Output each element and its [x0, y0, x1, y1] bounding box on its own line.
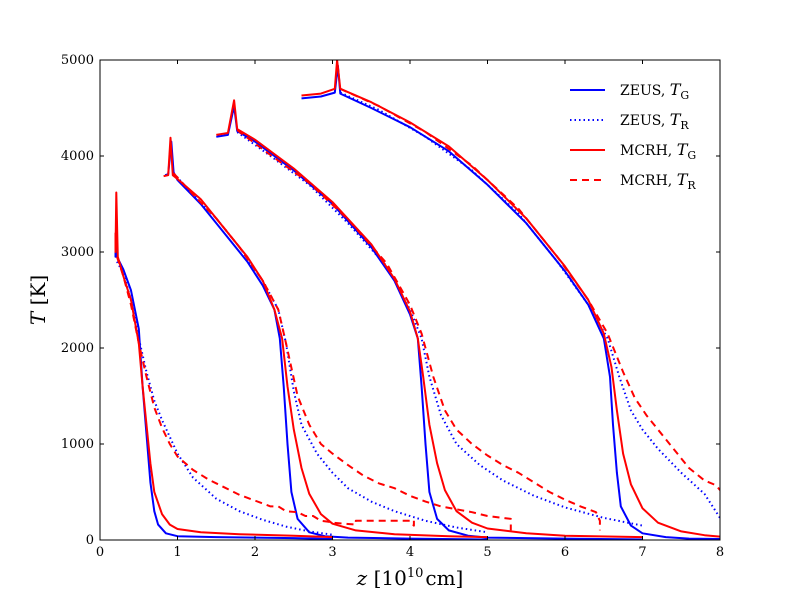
series-3-curve-3: [339, 87, 720, 491]
series-2-curve-1: [163, 136, 488, 539]
legend-label-1: ZEUS, TR: [620, 110, 689, 132]
y-tick-label: 1000: [61, 437, 94, 452]
legend-label-0: ZEUS, TG: [620, 80, 689, 102]
y-tick-label: 2000: [61, 341, 94, 356]
series-3-curve-2: [236, 129, 601, 531]
series-1-curve-2: [236, 131, 643, 527]
x-tick-label: 7: [638, 545, 646, 560]
x-tick-label: 2: [251, 545, 259, 560]
series-0-curve-2: [216, 105, 643, 540]
series-2-curve-2: [216, 99, 643, 539]
x-tick-label: 5: [483, 545, 491, 560]
x-tick-label: 3: [328, 545, 336, 560]
y-tick-label: 4000: [61, 149, 94, 164]
x-axis-label: z [1010 cm]: [356, 566, 464, 590]
x-tick-label: 6: [561, 545, 569, 560]
legend-label-2: MCRH, TG: [620, 140, 696, 162]
series-3-curve-1: [172, 172, 512, 531]
x-tick-label: 4: [406, 545, 414, 560]
y-tick-label: 3000: [61, 245, 94, 260]
plot-curves: [114, 60, 720, 540]
x-tick-label: 0: [96, 545, 104, 560]
axis-ticks: 0 1 2 3 4 5 6 7 8 0 1000 2000 3000 4000 5000: [61, 53, 724, 560]
y-axis-label: T [K]: [26, 275, 50, 325]
series-2-curve-3: [301, 60, 720, 538]
series-3-curve-0: [116, 256, 415, 527]
series-0-curve-0: [114, 214, 333, 540]
legend: ZEUS, TG ZEUS, TR MCRH, TG MCRH, TR: [570, 80, 696, 192]
series-1-curve-0: [116, 261, 333, 536]
x-tick-label: 8: [716, 545, 724, 560]
x-tick-label: 1: [173, 545, 181, 560]
legend-label-3: MCRH, TR: [620, 170, 696, 192]
series-2-curve-0: [114, 191, 333, 539]
y-tick-label: 0: [86, 533, 94, 548]
y-tick-label: 5000: [61, 53, 94, 68]
